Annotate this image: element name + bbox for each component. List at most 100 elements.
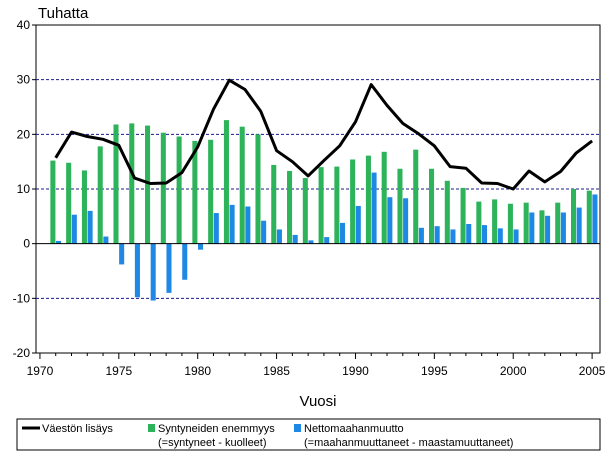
bar-syntyneiden-enemmyys	[208, 139, 214, 244]
bar-syntyneiden-enemmyys	[113, 124, 119, 244]
bar-syntyneiden-enemmyys	[255, 134, 261, 244]
bar-nettomaahanmuutto	[466, 223, 472, 244]
bar-syntyneiden-enemmyys	[476, 201, 482, 244]
bar-syntyneiden-enemmyys	[302, 178, 308, 244]
bar-nettomaahanmuutto	[213, 213, 219, 244]
bar-nettomaahanmuutto	[545, 215, 551, 244]
y-tick-label: -10	[13, 291, 31, 305]
bar-nettomaahanmuutto	[103, 236, 109, 244]
bar-nettomaahanmuutto	[308, 240, 314, 244]
bar-nettomaahanmuutto	[198, 243, 204, 250]
bar-syntyneiden-enemmyys	[50, 160, 56, 244]
legend-swatch-syntyneiden-enemmyys	[148, 424, 155, 432]
x-axis-title: Vuosi	[300, 393, 337, 410]
bar-nettomaahanmuutto	[276, 229, 282, 244]
x-tick-label: 1975	[105, 364, 132, 378]
bar-nettomaahanmuutto	[292, 234, 298, 244]
bar-syntyneiden-enemmyys	[287, 170, 293, 244]
y-tick-label: -20	[13, 346, 31, 360]
bar-nettomaahanmuutto	[339, 222, 346, 244]
bar-syntyneiden-enemmyys	[523, 202, 529, 244]
bar-syntyneiden-enemmyys	[145, 125, 151, 244]
line-layer	[54, 78, 594, 191]
legend-label-nettomaahanmuutto-sub: (=maahanmuuttaneet - maastamuuttaneet)	[304, 437, 513, 449]
legend-swatch-nettomaahanmuutto	[294, 424, 301, 432]
bar-nettomaahanmuutto	[450, 229, 456, 244]
legend: Väestön lisäys Syntyneiden enemmyys (=sy…	[16, 418, 601, 451]
bar-nettomaahanmuutto	[87, 210, 93, 244]
bar-nettomaahanmuutto	[56, 240, 62, 244]
legend-label-syntyneiden-enemmyys: Syntyneiden enemmyys	[158, 423, 275, 435]
bar-syntyneiden-enemmyys	[507, 203, 513, 244]
bar-syntyneiden-enemmyys	[271, 164, 277, 244]
bars-layer	[50, 120, 598, 301]
bar-nettomaahanmuutto	[71, 214, 77, 244]
x-tick-label: 1995	[421, 364, 448, 378]
bar-nettomaahanmuutto	[497, 228, 503, 244]
legend-box	[16, 418, 601, 451]
bar-syntyneiden-enemmyys	[350, 159, 356, 244]
bar-syntyneiden-enemmyys	[81, 170, 87, 244]
bar-syntyneiden-enemmyys	[223, 120, 229, 244]
bar-nettomaahanmuutto	[229, 204, 235, 244]
bar-syntyneiden-enemmyys	[492, 199, 498, 244]
bar-syntyneiden-enemmyys	[97, 146, 103, 244]
bar-syntyneiden-enemmyys	[381, 151, 387, 244]
bar-nettomaahanmuutto	[592, 194, 598, 244]
bar-nettomaahanmuutto	[371, 172, 377, 244]
bar-syntyneiden-enemmyys	[239, 126, 245, 244]
x-tick-label: 2000	[500, 364, 527, 378]
y-tick-label: 20	[17, 127, 31, 141]
bar-nettomaahanmuutto	[245, 206, 251, 244]
bar-nettomaahanmuutto	[355, 205, 361, 244]
bar-nettomaahanmuutto	[119, 243, 125, 265]
x-tick-label: 1985	[263, 364, 290, 378]
bar-nettomaahanmuutto	[529, 212, 535, 244]
bar-syntyneiden-enemmyys	[160, 132, 166, 244]
bar-syntyneiden-enemmyys	[334, 166, 340, 244]
bar-syntyneiden-enemmyys	[460, 187, 466, 244]
bar-syntyneiden-enemmyys	[586, 190, 592, 244]
x-tick-label: 2005	[579, 364, 606, 378]
y-axis: -20 -10 0 10 20 30 40	[13, 18, 36, 360]
bar-nettomaahanmuutto	[387, 197, 393, 244]
y-tick-label: 10	[17, 182, 31, 196]
bar-nettomaahanmuutto	[166, 243, 172, 293]
bar-nettomaahanmuutto	[434, 226, 440, 244]
bar-syntyneiden-enemmyys	[176, 136, 182, 244]
bar-nettomaahanmuutto	[261, 220, 267, 244]
y-tick-label: 30	[17, 73, 31, 87]
bar-syntyneiden-enemmyys	[318, 167, 324, 244]
x-tick-label: 1990	[342, 364, 369, 378]
bar-syntyneiden-enemmyys	[397, 168, 403, 244]
bar-syntyneiden-enemmyys	[570, 189, 577, 244]
bar-nettomaahanmuutto	[481, 225, 488, 244]
bar-nettomaahanmuutto	[403, 198, 409, 244]
bar-nettomaahanmuutto	[576, 207, 582, 244]
x-tick-label: 1970	[27, 364, 54, 378]
bar-syntyneiden-enemmyys	[413, 149, 419, 244]
bar-nettomaahanmuutto	[150, 243, 156, 301]
bar-nettomaahanmuutto	[134, 243, 140, 298]
bar-nettomaahanmuutto	[560, 212, 566, 244]
y-tick-label: 0	[23, 237, 30, 251]
legend-label-nettomaahanmuutto: Nettomaahanmuutto	[304, 423, 404, 435]
grid-layer	[36, 79, 600, 299]
bar-nettomaahanmuutto	[418, 227, 424, 244]
bar-syntyneiden-enemmyys	[429, 168, 435, 244]
bar-syntyneiden-enemmyys	[539, 210, 545, 244]
bar-syntyneiden-enemmyys	[444, 180, 450, 244]
legend-label-syntyneiden-enemmyys-sub: (=syntyneet - kuolleet)	[158, 437, 267, 449]
bar-syntyneiden-enemmyys	[365, 155, 371, 244]
unit-label: Tuhatta	[38, 5, 89, 22]
bar-syntyneiden-enemmyys	[192, 140, 198, 244]
bar-nettomaahanmuutto	[182, 243, 188, 280]
x-tick-label: 1980	[184, 364, 211, 378]
bar-syntyneiden-enemmyys	[66, 162, 72, 244]
y-tick-label: 40	[17, 18, 31, 32]
bar-nettomaahanmuutto	[513, 229, 519, 244]
bar-syntyneiden-enemmyys	[555, 202, 561, 244]
x-axis: 1970 1975 1980 1985 1990 1995 2000 2005	[27, 353, 606, 378]
bar-syntyneiden-enemmyys	[129, 123, 135, 244]
